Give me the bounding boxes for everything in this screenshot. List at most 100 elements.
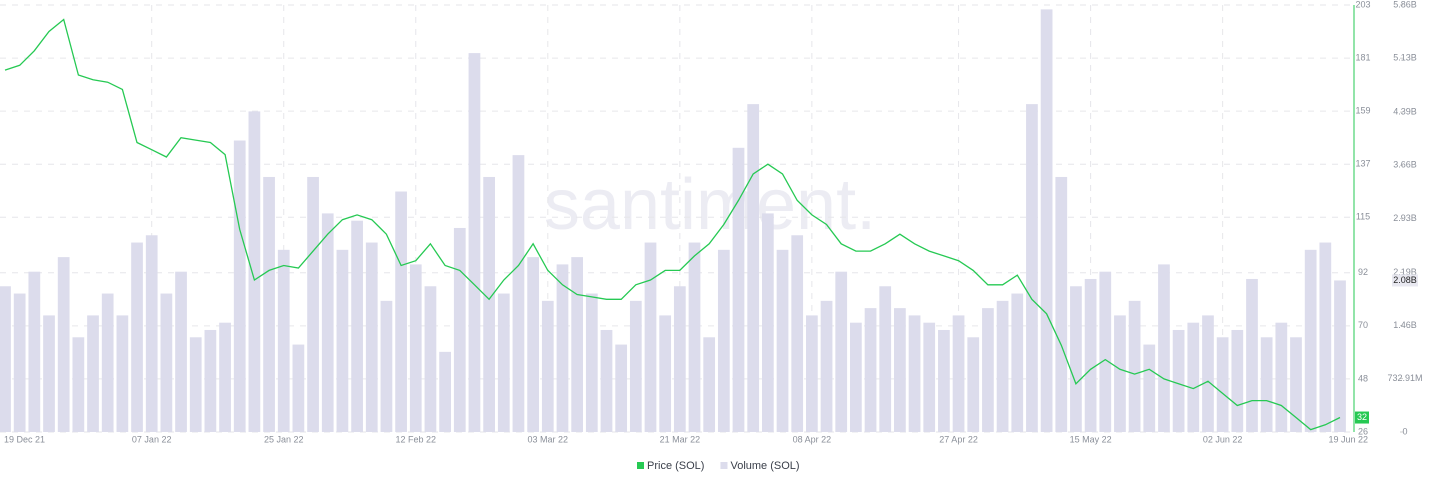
y-tick-label: 137 (1355, 159, 1370, 169)
volume-bar (233, 140, 246, 433)
volume-bar (967, 337, 980, 432)
x-tick-label: 19 Dec 21 (4, 434, 45, 444)
x-tick-label: 08 Apr 22 (793, 434, 832, 444)
volume-bar (600, 329, 613, 432)
legend-label: Volume (SOL) (730, 460, 799, 472)
volume-bar (307, 176, 319, 432)
volume-bar (1304, 249, 1317, 432)
volume-bar (1143, 344, 1156, 432)
price-tag-label: 32 (1357, 412, 1367, 422)
y2-tick-label: 3.66B (1393, 160, 1417, 170)
volume-bar (1319, 242, 1332, 432)
volume-bar (1187, 322, 1200, 432)
volume-bar (512, 155, 525, 432)
y2-tick-label: 4.39B (1393, 106, 1417, 116)
volume-bar (1172, 329, 1185, 432)
volume-bar (13, 293, 26, 432)
volume-bar (1158, 264, 1170, 432)
volume-bar (747, 104, 760, 433)
volume-bar (1070, 286, 1082, 432)
volume-bar (1099, 271, 1112, 432)
volume-bar (1246, 278, 1258, 432)
volume-bar (365, 242, 378, 432)
volume-bar (717, 249, 730, 432)
volume-bar (1128, 300, 1141, 432)
y-tick-label: 159 (1355, 106, 1370, 116)
volume-tag (1392, 274, 1418, 287)
x-tick-label: 19 Jun 22 (1328, 434, 1368, 444)
volume-bar (277, 249, 290, 432)
y-tick-label: 26 (1358, 426, 1368, 436)
volume-bar (571, 257, 584, 432)
volume-bar (996, 300, 1009, 432)
y-tick-label: 48 (1358, 373, 1368, 383)
volume-bar (57, 257, 70, 432)
volume-bar (776, 249, 789, 432)
y2-tick-label: 1.46B (1393, 320, 1417, 330)
x-tick-label: 27 Apr 22 (939, 434, 978, 444)
volume-bar (761, 213, 774, 432)
volume-bar (248, 111, 261, 432)
x-tick-label: 02 Jun 22 (1203, 434, 1243, 444)
y2-tick-label: 5.13B (1393, 53, 1417, 63)
x-tick-label: 21 Mar 22 (660, 434, 701, 444)
legend-swatch (637, 462, 644, 469)
volume-bar (189, 337, 202, 432)
volume-bar (395, 191, 407, 432)
volume-bar (585, 293, 598, 432)
volume-bar (541, 300, 554, 432)
legend: Price (SOL) Volume (SOL) (637, 460, 800, 472)
volume-bar (1260, 337, 1273, 432)
volume-bar (1202, 315, 1214, 432)
volume-bar (894, 308, 906, 432)
y2-tick-label: 2.93B (1393, 213, 1417, 223)
y-tick-label: 203 (1355, 0, 1370, 9)
volume-bar (864, 308, 877, 432)
legend-swatch (720, 462, 728, 469)
y-tick-label: 92 (1358, 267, 1368, 277)
volume-bar (644, 242, 657, 432)
volume-bar (703, 337, 716, 432)
volume-bar (938, 329, 950, 432)
volume-bar (1026, 104, 1038, 433)
volume-bar (908, 315, 921, 432)
volume-bar (688, 242, 701, 432)
volume-bar (468, 53, 481, 432)
volume-bar (351, 220, 363, 432)
volume-bar (219, 322, 231, 432)
price-line (4, 18, 1341, 431)
volume-bar (424, 286, 437, 432)
volume-bar (292, 344, 305, 432)
volume-bar (263, 176, 275, 432)
volume-bar (439, 351, 451, 432)
volume-bar (72, 337, 85, 432)
y2-tick-label: 732.91M (1387, 373, 1422, 383)
volume-bar (820, 300, 833, 432)
volume-bar (791, 235, 804, 432)
volume-bar (1055, 176, 1068, 432)
y2-tick-label: 2.19B (1393, 267, 1417, 277)
volume-bar (1334, 280, 1346, 432)
volume-bar (321, 213, 334, 432)
y-tick-label: 70 (1358, 320, 1368, 330)
x-tick-label: 12 Feb 22 (396, 434, 437, 444)
volume-bar (409, 264, 422, 432)
y2-tick-label: 5.86B (1393, 0, 1417, 9)
volume-bar (673, 286, 686, 432)
volume-bar (732, 147, 745, 433)
volume-bar (1084, 278, 1097, 432)
volume-bar (483, 176, 495, 432)
volume-bar (1216, 337, 1229, 432)
volume-bar (1231, 329, 1244, 432)
volume-bar (101, 293, 114, 432)
volume-bar (923, 322, 936, 432)
volume-bar (0, 286, 11, 432)
volume-bar (629, 300, 642, 432)
volume-bar (527, 257, 539, 432)
volume-bar (116, 315, 129, 432)
volume-bar (380, 300, 393, 432)
volume-bar (806, 315, 818, 432)
volume-bar (1040, 9, 1053, 433)
volume-bar (175, 271, 187, 432)
